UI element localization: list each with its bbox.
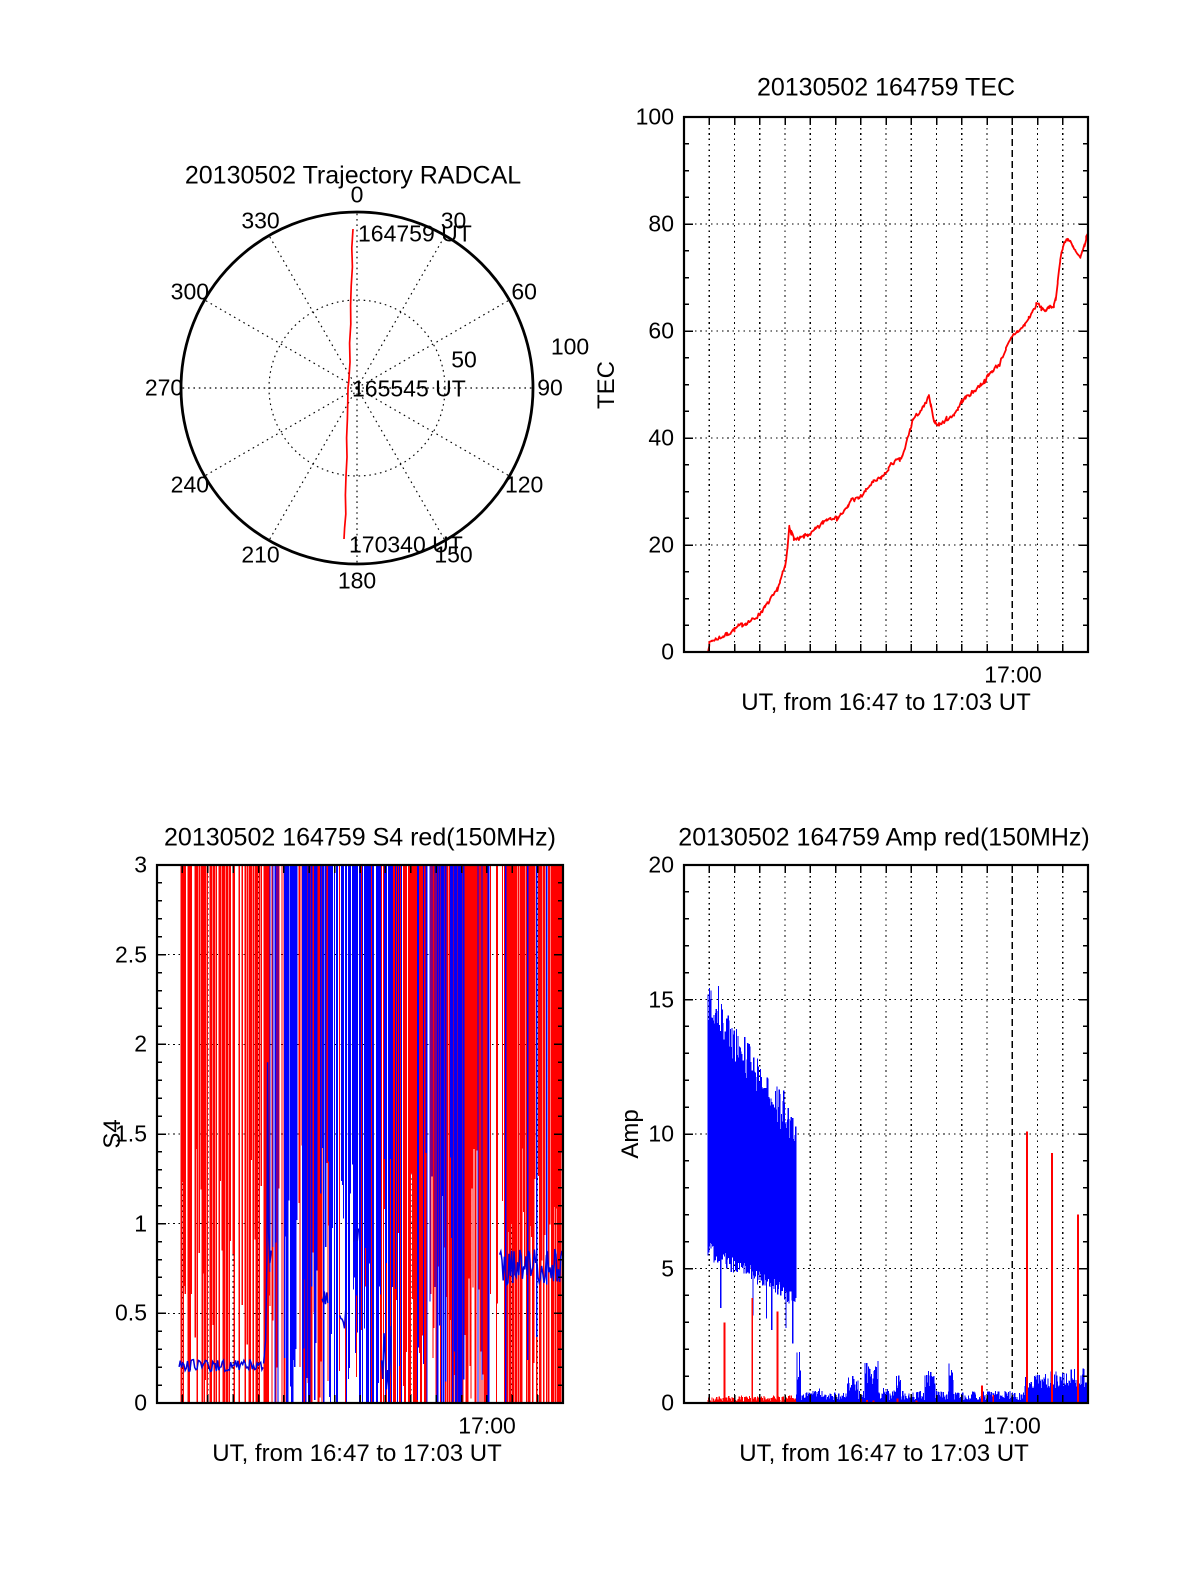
polar-azimuth-label: 60	[511, 278, 537, 304]
polar-azimuth-label: 270	[144, 374, 184, 401]
polar-radial-label: 100	[550, 333, 590, 360]
tec-ytick-label: 0	[661, 638, 674, 665]
amp-title: 20130502 164759 Amp red(150MHz)	[678, 823, 1090, 852]
tec-ytick-label: 20	[648, 531, 674, 558]
amp-ylabel: Amp	[617, 1109, 644, 1159]
amp-ytick-label: 10	[648, 1120, 674, 1147]
polar-azimuth-label: 180	[337, 567, 377, 594]
polar-azimuth-label: 120	[504, 471, 544, 497]
s4-ytick-label: 2	[134, 1030, 147, 1057]
tec-ytick-label: 80	[648, 210, 674, 237]
s4-ytick-label: 1.5	[115, 1120, 147, 1147]
s4-ytick-label: 1	[134, 1210, 147, 1237]
polar-azimuth-label: 30	[440, 207, 467, 234]
s4-title: 20130502 164759 S4 red(150MHz)	[164, 823, 556, 852]
polar-azimuth-label: 150	[434, 541, 473, 568]
s4-xtick-label: 17:00	[458, 1412, 516, 1439]
polar-azimuth-label: 330	[241, 207, 280, 234]
polar-azimuth-label: 210	[241, 541, 280, 568]
s4-ytick-label: 2.5	[115, 941, 147, 968]
tec-ytick-label: 40	[648, 424, 674, 451]
amp-xlabel: UT, from 16:47 to 17:03 UT	[739, 1440, 1029, 1467]
polar-title: 20130502 Trajectory RADCAL	[184, 161, 522, 190]
polar-azimuth-label: 300	[170, 278, 210, 304]
tec-title: 20130502 164759 TEC	[756, 73, 1016, 102]
polar-radial-label: 50	[451, 346, 477, 373]
tec-xlabel: UT, from 16:47 to 17:03 UT	[741, 689, 1031, 716]
polar-time-label: 170340 UT	[349, 531, 463, 558]
amp-ytick-label: 5	[661, 1255, 674, 1281]
amp-ytick-label: 15	[648, 986, 674, 1012]
polar-time-label: 164759 UT	[358, 220, 472, 247]
tec-ytick-label: 100	[635, 103, 674, 130]
s4-ytick-label: 3	[134, 851, 147, 878]
amp-ytick-label: 0	[661, 1389, 674, 1416]
polar-azimuth-label: 0	[350, 181, 364, 208]
tec-ytick-label: 60	[648, 317, 674, 344]
polar-time-label: 165545 UT	[352, 375, 466, 402]
s4-xlabel: UT, from 16:47 to 17:03 UT	[212, 1440, 502, 1467]
polar-azimuth-label: 90	[537, 374, 563, 401]
s4-ytick-label: 0	[134, 1389, 147, 1416]
polar-azimuth-label: 240	[170, 471, 210, 497]
amp-xtick-label: 17:00	[983, 1412, 1041, 1439]
tec-xtick-label: 17:00	[984, 661, 1042, 688]
amp-ytick-label: 20	[648, 851, 674, 878]
s4-ytick-label: 0.5	[115, 1299, 147, 1326]
tec-ylabel: TEC	[593, 361, 620, 409]
